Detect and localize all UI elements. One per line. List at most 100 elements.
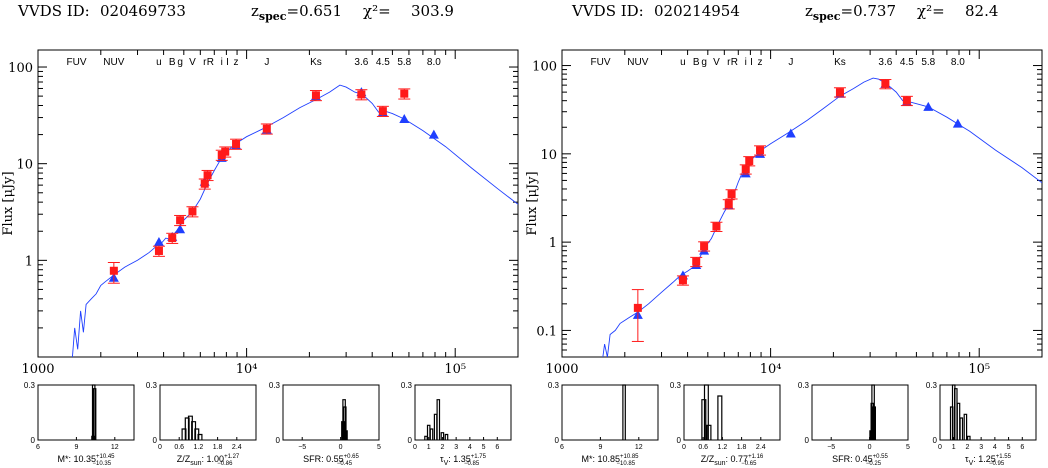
y-tick-label: 0.1 (536, 324, 557, 339)
inset-x-tick-label: 2 (440, 444, 444, 451)
inset-x-tick-label: −5 (298, 444, 306, 451)
plot-frame (561, 49, 1043, 358)
filter-label-z: z (234, 57, 239, 68)
inset-x-tick-label: 6 (560, 444, 564, 451)
inset-y-tick-label: 0 (805, 436, 810, 445)
inset-x-tick-label: 5 (1007, 444, 1011, 451)
observed-flux-point (109, 266, 118, 275)
filter-label-r: r (203, 57, 207, 68)
inset-x-tick-label: 0 (339, 444, 343, 451)
inset-x-tick-label: 12 (111, 444, 119, 451)
parameter-estimate-label: τV: 1.25+1.55 −0.95 (965, 454, 1012, 467)
inset-x-tick-label: 6 (1020, 444, 1024, 451)
filter-label-B: B (693, 57, 700, 68)
inset-x-tick-label: 12 (635, 444, 643, 451)
inset-y-tick-label: 0.3 (24, 381, 36, 390)
inset-y-tick-label: 0.3 (798, 381, 810, 390)
posterior-histogram (181, 415, 203, 440)
y-tick-label: 10 (540, 148, 557, 163)
chi-square-value: 303.9 (411, 2, 454, 20)
inset-y-tick-label: 0 (555, 436, 560, 445)
filter-label-J: J (788, 57, 793, 68)
observed-flux-point (756, 146, 765, 155)
filter-label-g: g (177, 57, 183, 68)
observed-flux-point (168, 234, 177, 243)
filter-label-J: J (264, 57, 269, 68)
posterior-inset-1: 0 0.3 6 9 12 M*: 10.85+10.85 −10.85 (548, 381, 659, 467)
filter-label-r: r (727, 57, 731, 68)
chi-square-value: 82.4 (965, 2, 998, 20)
inset-frame (282, 384, 380, 441)
model-flux-triangle (785, 128, 796, 138)
model-flux-triangle (428, 129, 439, 139)
inset-frame (414, 384, 512, 441)
inset-x-tick-label: 2.4 (232, 444, 242, 451)
y-tick-label: 100 (8, 61, 33, 76)
filter-label-Ks: Ks (310, 57, 322, 68)
posterior-histogram (701, 384, 723, 440)
observed-flux-point (203, 171, 212, 180)
object-id-value: 020214954 (654, 2, 740, 20)
x-tick-label: 1000 (21, 362, 54, 377)
parameter-estimate-label: Z/Zsun: 0.77+1.16 −0.65 (701, 454, 764, 467)
y-tick-label: 1 (549, 236, 557, 251)
inset-x-tick-label: 9 (74, 444, 78, 451)
inset-x-tick-label: 5 (906, 444, 910, 451)
observed-flux-point (881, 79, 890, 88)
inset-x-tick-label: 5 (482, 444, 486, 451)
filter-label-u: u (680, 57, 686, 68)
posterior-histogram (949, 384, 971, 440)
observed-flux-point (357, 90, 366, 99)
inset-y-tick-label: 0 (153, 436, 158, 445)
inset-x-tick-label: 0.6 (698, 444, 708, 451)
sed-panel-1: VVDS ID: 020469733 zspec=0.651 χ²= 303.91000… (1, 2, 519, 467)
inset-x-tick-label: 3 (454, 444, 458, 451)
filter-label-4.5: 4.5 (900, 57, 914, 68)
chi-square-label: χ²= (917, 2, 945, 20)
y-tick-label: 100 (532, 60, 557, 75)
posterior-histogram (869, 384, 876, 440)
filter-label-I: I (226, 57, 229, 68)
inset-x-tick-label: 4 (993, 444, 997, 451)
inset-x-tick-label: 1.2 (194, 444, 204, 451)
posterior-inset-4: 0 0.3 0 1 2 3 4 5 6 τV: 1.25+1.55 −0.95 (926, 381, 1037, 467)
inset-x-tick-label: 0 (413, 444, 417, 451)
model-flux-triangle (399, 113, 410, 123)
filter-label-3.6: 3.6 (354, 57, 368, 68)
inset-y-tick-label: 0.3 (926, 381, 938, 390)
posterior-histogram (622, 384, 626, 440)
inset-x-tick-label: 0 (158, 444, 162, 451)
posterior-histogram (424, 399, 449, 440)
posterior-inset-3: 0 0.3 −5 0 5 SFR: 0.45+0.55 −0.25 (798, 381, 910, 467)
filter-label-FUV: FUV (67, 57, 87, 68)
observed-flux-point (311, 91, 320, 100)
parameter-estimate-label: SFR: 0.45+0.55 −0.25 (832, 454, 888, 467)
y-axis-label: Flux [μJy] (1, 171, 16, 235)
posterior-inset-3: 0 0.3 −5 0 5 SFR: 0.55+0.65 −0.45 (269, 381, 381, 467)
parameter-estimate-label: τV: 1.35+1.75 −0.85 (440, 454, 487, 467)
observed-flux-point (378, 107, 387, 116)
inset-frame (939, 384, 1037, 441)
observed-flux-point (400, 89, 409, 98)
observed-flux-point (692, 257, 701, 266)
observed-flux-point (678, 276, 687, 285)
inset-x-tick-label: 9 (598, 444, 602, 451)
model-flux-triangle (175, 224, 186, 234)
filter-label-NUV: NUV (627, 57, 648, 68)
filter-label-V: V (189, 57, 196, 68)
inset-x-tick-label: 3 (979, 444, 983, 451)
inset-x-tick-label: 1.8 (737, 444, 747, 451)
model-flux-triangle (952, 118, 963, 128)
observed-flux-point (741, 165, 750, 174)
inset-x-tick-label: 0 (938, 444, 942, 451)
y-tick-label: 10 (16, 158, 33, 173)
observed-flux-point (745, 156, 754, 165)
filter-label-I: I (750, 57, 753, 68)
inset-y-tick-label: 0.3 (670, 381, 682, 390)
observed-flux-point (176, 216, 185, 225)
x-tick-label: 10⁵ (968, 362, 990, 377)
filter-label-i: i (221, 57, 223, 68)
filter-label-z: z (758, 57, 763, 68)
observed-flux-point (200, 179, 209, 188)
posterior-inset-1: 0 0.3 6 9 12 M*: 10.35+10.45 −10.35 (24, 381, 135, 467)
